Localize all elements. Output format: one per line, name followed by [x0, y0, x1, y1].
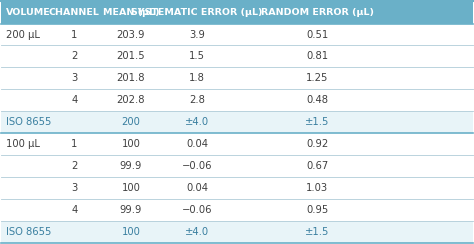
Text: 100: 100 [121, 139, 140, 149]
Text: 0.81: 0.81 [306, 51, 328, 61]
Text: ±4.0: ±4.0 [185, 227, 209, 237]
FancyBboxPatch shape [1, 1, 473, 24]
Text: 99.9: 99.9 [120, 205, 142, 215]
Text: 1: 1 [71, 139, 78, 149]
Text: 201.8: 201.8 [117, 73, 145, 83]
Text: 1.5: 1.5 [189, 51, 205, 61]
Text: 2: 2 [71, 161, 78, 171]
Text: ISO 8655: ISO 8655 [6, 117, 52, 127]
FancyBboxPatch shape [1, 24, 473, 45]
FancyBboxPatch shape [1, 89, 473, 111]
Text: 2.8: 2.8 [189, 95, 205, 105]
Text: CHANNEL: CHANNEL [49, 8, 100, 17]
Text: 200: 200 [121, 117, 140, 127]
Text: SYSTEMATIC ERROR (µL): SYSTEMATIC ERROR (µL) [131, 8, 263, 17]
FancyBboxPatch shape [1, 155, 473, 177]
Text: 202.8: 202.8 [117, 95, 145, 105]
Text: 2: 2 [71, 51, 78, 61]
Text: 0.92: 0.92 [306, 139, 328, 149]
Text: ±1.5: ±1.5 [305, 117, 329, 127]
Text: 100 µL: 100 µL [6, 139, 40, 149]
FancyBboxPatch shape [1, 133, 473, 155]
FancyBboxPatch shape [1, 45, 473, 67]
Text: 100: 100 [121, 183, 140, 193]
FancyBboxPatch shape [1, 221, 473, 243]
Text: 200 µL: 200 µL [6, 30, 40, 40]
Text: 1: 1 [71, 30, 78, 40]
FancyBboxPatch shape [1, 199, 473, 221]
Text: VOLUME: VOLUME [6, 8, 51, 17]
Text: 0.67: 0.67 [306, 161, 328, 171]
Text: 4: 4 [71, 95, 78, 105]
Text: 4: 4 [71, 205, 78, 215]
Text: −0.06: −0.06 [182, 161, 212, 171]
Text: ISO 8655: ISO 8655 [6, 227, 52, 237]
Text: RANDOM ERROR (µL): RANDOM ERROR (µL) [261, 8, 374, 17]
Text: 3.9: 3.9 [189, 30, 205, 40]
Text: ±4.0: ±4.0 [185, 117, 209, 127]
Text: 3: 3 [71, 73, 78, 83]
Text: −0.06: −0.06 [182, 205, 212, 215]
Text: 0.95: 0.95 [306, 205, 328, 215]
Text: 0.04: 0.04 [186, 183, 208, 193]
Text: 99.9: 99.9 [120, 161, 142, 171]
Text: 100: 100 [121, 227, 140, 237]
Text: 203.9: 203.9 [117, 30, 145, 40]
FancyBboxPatch shape [1, 67, 473, 89]
Text: 0.48: 0.48 [306, 95, 328, 105]
Text: 0.04: 0.04 [186, 139, 208, 149]
FancyBboxPatch shape [1, 177, 473, 199]
FancyBboxPatch shape [1, 111, 473, 133]
Text: ±1.5: ±1.5 [305, 227, 329, 237]
Text: 201.5: 201.5 [117, 51, 146, 61]
Text: 0.51: 0.51 [306, 30, 328, 40]
Text: 1.8: 1.8 [189, 73, 205, 83]
Text: MEAN (µL): MEAN (µL) [103, 8, 159, 17]
Text: 1.25: 1.25 [306, 73, 328, 83]
Text: 3: 3 [71, 183, 78, 193]
Text: 1.03: 1.03 [306, 183, 328, 193]
